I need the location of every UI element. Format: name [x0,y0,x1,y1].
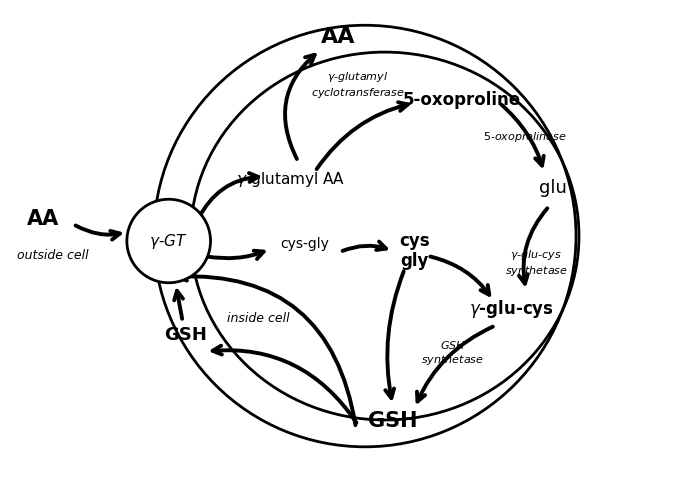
Text: AA: AA [321,27,355,47]
Text: $\mathit{\gamma}$-$\mathit{GT}$: $\mathit{\gamma}$-$\mathit{GT}$ [150,231,188,251]
Text: $\mathit{\gamma}$-glutamyl
$\mathit{cyclotransferase}$: $\mathit{\gamma}$-glutamyl $\mathit{cycl… [311,70,404,100]
Text: GSH: GSH [368,411,417,431]
Text: AA: AA [27,209,59,229]
Text: inside cell: inside cell [227,312,290,325]
Text: 5-oxoproline: 5-oxoproline [402,91,520,109]
Text: cys-gly: cys-gly [280,237,330,251]
Text: $\mathit{5}$-$\mathit{oxoprolinase}$: $\mathit{5}$-$\mathit{oxoprolinase}$ [483,130,568,144]
Text: $\mathit{GSH}$
$\mathit{synthetase}$: $\mathit{GSH}$ $\mathit{synthetase}$ [421,339,484,367]
Text: $\gamma$-glu-cys: $\gamma$-glu-cys [469,298,554,319]
Text: $\mathit{\gamma}$-$\mathit{glu}$-$\mathit{cys}$
$\mathit{synthetase}$: $\mathit{\gamma}$-$\mathit{glu}$-$\mathi… [505,248,568,278]
Circle shape [127,199,210,283]
Text: glu: glu [539,179,567,197]
Text: cys
gly: cys gly [400,232,430,270]
Text: $\gamma$-glutamyl AA: $\gamma$-glutamyl AA [236,170,345,189]
Text: GSH: GSH [164,327,207,345]
Text: outside cell: outside cell [18,249,89,262]
